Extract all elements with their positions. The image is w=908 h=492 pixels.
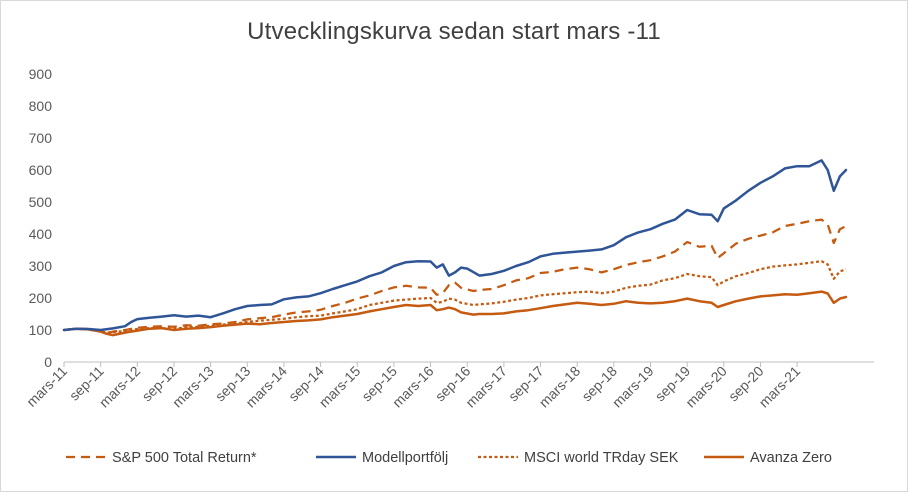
- x-tick-label: mars-21: [756, 363, 804, 411]
- y-tick-label: 100: [29, 322, 53, 338]
- y-tick-label: 900: [29, 66, 53, 82]
- x-tick-label: mars-16: [389, 363, 437, 411]
- series-line-msci-world-trday-sek: [63, 260, 847, 334]
- x-tick-label: mars-20: [682, 363, 730, 411]
- x-tick-label: mars-12: [96, 363, 144, 411]
- x-tick-label: mars-19: [609, 363, 657, 411]
- series-line-avanza-zero: [62, 290, 848, 337]
- y-tick-label: 0: [44, 354, 52, 370]
- y-tick-label: 400: [29, 226, 53, 242]
- y-tick-label: 600: [29, 162, 53, 178]
- legend-label: MSCI world TRday SEK: [524, 450, 679, 466]
- y-tick-label: 700: [29, 130, 53, 146]
- y-tick-label: 500: [29, 194, 53, 210]
- x-tick-label: mars-15: [316, 363, 364, 411]
- series-line-s-p-500-total-return: [63, 218, 847, 335]
- legend-label: Avanza Zero: [750, 450, 832, 466]
- x-tick-label: mars-13: [169, 363, 217, 411]
- legend-label: S&P 500 Total Return*: [112, 450, 257, 466]
- y-tick-label: 800: [29, 98, 53, 114]
- x-tick-label: mars-17: [462, 363, 510, 411]
- y-tick-label: 200: [29, 290, 53, 306]
- y-tick-label: 300: [29, 258, 53, 274]
- chart-title: Utvecklingskurva sedan start mars -11: [247, 18, 661, 45]
- x-tick-label: mars-14: [242, 363, 290, 411]
- x-tick-label: mars-18: [536, 363, 584, 411]
- series-line-modellportfölj: [62, 159, 848, 332]
- legend-label: Modellportfölj: [362, 450, 448, 466]
